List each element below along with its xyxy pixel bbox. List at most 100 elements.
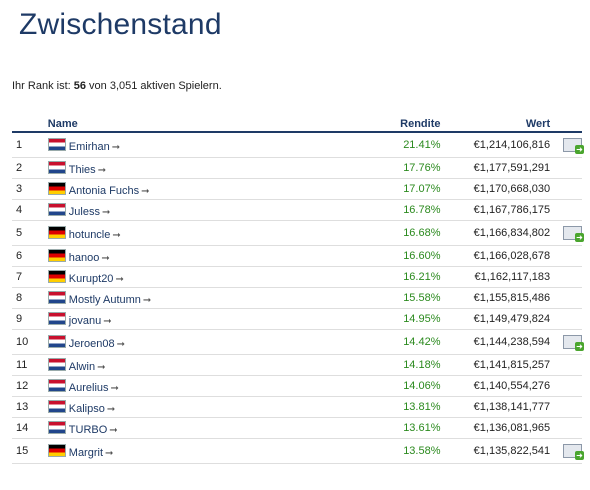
player-link[interactable]: Antonia Fuchs xyxy=(68,184,140,197)
actions-cell xyxy=(550,266,582,288)
rank-summary: Ihr Rank ist: 56 von 3,051 aktiven Spiel… xyxy=(12,80,222,92)
player-link[interactable]: Juless xyxy=(68,205,100,218)
return-cell: 15.58% xyxy=(335,287,441,309)
return-cell: 16.60% xyxy=(335,245,441,267)
name-cell: Kalipso ➞ xyxy=(47,396,336,418)
arrow-right-icon[interactable]: ➞ xyxy=(103,315,112,327)
netherlands-flag-icon xyxy=(47,334,66,348)
arrow-right-icon[interactable]: ➞ xyxy=(141,185,150,197)
player-link[interactable]: Jeroen08 xyxy=(68,337,115,350)
rank-cell: 15 xyxy=(12,438,48,464)
player-link[interactable]: Emirhan xyxy=(68,140,110,153)
table-row: 12 Aurelius ➞ 14.06% €1,140,554,276 xyxy=(12,375,582,397)
arrow-right-icon[interactable]: ➞ xyxy=(142,294,152,306)
value-cell: €1,166,834,802 xyxy=(440,220,551,246)
send-message-icon[interactable]: ➜ xyxy=(563,138,584,154)
rank-cell: 8 xyxy=(12,287,48,309)
table-row: 1 Emirhan ➞ 21.41% €1,214,106,816 ➜ xyxy=(12,132,584,158)
return-cell: 13.61% xyxy=(335,417,441,439)
arrow-right-icon[interactable]: ➞ xyxy=(101,252,110,264)
name-cell: Thies ➞ xyxy=(47,157,336,179)
send-message-icon[interactable]: ➜ xyxy=(563,226,584,242)
arrow-right-icon[interactable]: ➞ xyxy=(116,338,126,350)
rank-cell: 6 xyxy=(12,245,48,267)
player-link[interactable]: hanoo xyxy=(68,251,100,264)
rank-cell: 4 xyxy=(12,199,48,221)
table-row: 8 Mostly Autumn ➞ 15.58% €1,155,815,486 xyxy=(12,287,582,309)
return-cell: 16.21% xyxy=(335,266,441,288)
arrow-right-icon[interactable]: ➞ xyxy=(97,164,107,176)
table-row: 6 hanoo ➞ 16.60% €1,166,028,678 xyxy=(12,245,582,267)
arrow-right-icon[interactable]: ➞ xyxy=(115,273,124,285)
player-link[interactable]: hotuncle xyxy=(68,228,111,241)
netherlands-flag-icon xyxy=(47,290,66,304)
return-cell: 14.06% xyxy=(335,375,441,397)
actions-cell: ➜ xyxy=(550,329,584,355)
actions-cell xyxy=(550,178,582,200)
table-row: 5 hotuncle ➞ 16.68% €1,166,834,802 ➜ xyxy=(12,220,584,246)
rank-cell: 14 xyxy=(12,417,48,439)
table-row: 15 Margrit ➞ 13.58% €1,135,822,541 ➜ xyxy=(12,438,584,464)
name-cell: Jeroen08 ➞ xyxy=(47,329,336,355)
netherlands-flag-icon xyxy=(47,202,66,216)
actions-cell xyxy=(550,157,582,179)
table-row: 7 Kurupt20 ➞ 16.21% €1,162,117,183 xyxy=(12,266,582,288)
send-message-icon[interactable]: ➜ xyxy=(563,335,584,351)
arrow-right-icon[interactable]: ➞ xyxy=(109,424,118,436)
player-link[interactable]: Aurelius xyxy=(68,381,109,394)
header-actions xyxy=(550,114,582,133)
name-cell: Antonia Fuchs ➞ xyxy=(47,178,336,200)
table-row: 13 Kalipso ➞ 13.81% €1,138,141,777 xyxy=(12,396,582,418)
player-link[interactable]: Thies xyxy=(68,163,96,176)
arrow-right-icon[interactable]: ➞ xyxy=(97,361,106,373)
player-link[interactable]: Mostly Autumn xyxy=(68,293,141,306)
arrow-right-icon[interactable]: ➞ xyxy=(110,382,119,394)
value-cell: €1,141,815,257 xyxy=(440,354,551,376)
value-cell: €1,162,117,183 xyxy=(440,266,551,288)
player-link[interactable]: jovanu xyxy=(68,314,102,327)
rank-cell: 10 xyxy=(12,329,48,355)
name-cell: Mostly Autumn ➞ xyxy=(47,287,336,309)
header-rank xyxy=(12,114,48,133)
rank-cell: 5 xyxy=(12,220,48,246)
germany-flag-icon xyxy=(47,248,66,262)
table-row: 10 Jeroen08 ➞ 14.42% €1,144,238,594 ➜ xyxy=(12,329,584,355)
value-cell: €1,135,822,541 xyxy=(440,438,551,464)
value-cell: €1,167,786,175 xyxy=(440,199,551,221)
rank-cell: 2 xyxy=(12,157,48,179)
send-message-icon[interactable]: ➜ xyxy=(563,444,584,460)
germany-flag-icon xyxy=(47,181,66,195)
arrow-right-icon[interactable]: ➞ xyxy=(112,229,121,241)
return-cell: 14.42% xyxy=(335,329,441,355)
actions-cell xyxy=(550,375,582,397)
arrow-right-icon[interactable]: ➞ xyxy=(105,447,114,459)
actions-cell xyxy=(550,417,582,439)
arrow-right-icon: ➜ xyxy=(575,145,584,154)
return-cell: 13.81% xyxy=(335,396,441,418)
name-cell: Aurelius ➞ xyxy=(47,375,336,397)
actions-cell xyxy=(550,354,582,376)
value-cell: €1,138,141,777 xyxy=(440,396,551,418)
netherlands-flag-icon xyxy=(47,399,66,413)
name-cell: jovanu ➞ xyxy=(47,308,336,330)
name-cell: Margrit ➞ xyxy=(47,438,336,464)
value-cell: €1,170,668,030 xyxy=(440,178,551,200)
arrow-right-icon[interactable]: ➞ xyxy=(106,403,116,415)
rank-cell: 13 xyxy=(12,396,48,418)
player-link[interactable]: Kalipso xyxy=(68,402,105,415)
netherlands-flag-icon xyxy=(47,311,66,325)
actions-cell xyxy=(550,396,582,418)
rank-cell: 7 xyxy=(12,266,48,288)
actions-cell xyxy=(550,308,582,330)
arrow-right-icon[interactable]: ➞ xyxy=(111,141,121,153)
name-cell: Alwin ➞ xyxy=(47,354,336,376)
value-cell: €1,140,554,276 xyxy=(440,375,551,397)
header-return: Rendite xyxy=(335,114,441,133)
player-link[interactable]: Alwin xyxy=(68,360,96,373)
player-link[interactable]: Kurupt20 xyxy=(68,272,114,285)
player-link[interactable]: TURBO xyxy=(68,423,108,436)
arrow-right-icon[interactable]: ➞ xyxy=(101,206,111,218)
arrow-right-icon: ➜ xyxy=(575,451,584,460)
player-link[interactable]: Margrit xyxy=(68,446,104,459)
standings-body: 1 Emirhan ➞ 21.41% €1,214,106,816 ➜ 2 Thies ➞ 17.… xyxy=(12,132,584,464)
